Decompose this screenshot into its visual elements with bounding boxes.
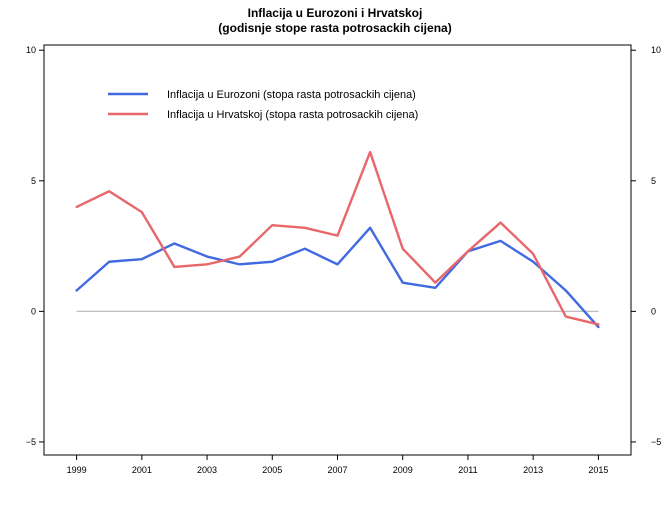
y-tick-label-left: −5 (26, 437, 36, 447)
y-tick-label-right: 5 (651, 176, 656, 186)
x-tick-label: 2013 (523, 465, 543, 475)
x-tick-label: 2007 (327, 465, 347, 475)
x-tick-label: 2011 (458, 465, 477, 475)
x-tick-label: 2015 (588, 465, 608, 475)
plot-frame (43, 44, 632, 456)
x-tick-label: 2001 (132, 465, 152, 475)
y-tick-label-right: 0 (651, 306, 656, 316)
x-tick-label: 1999 (67, 465, 87, 475)
y-tick-label-right: 10 (651, 45, 661, 55)
legend-label: Inflacija u Eurozoni (stopa rasta potros… (167, 89, 416, 101)
y-tick-label-left: 0 (31, 306, 36, 316)
chart-title: Inflacija u Eurozoni i Hrvatskoj (248, 6, 423, 20)
x-tick-label: 2005 (262, 465, 282, 475)
legend-label: Inflacija u Hrvatskoj (stopa rasta potro… (167, 109, 418, 121)
y-tick-label-left: 10 (26, 45, 36, 55)
chart-subtitle: (godisnje stope rasta potrosackih cijena… (218, 21, 451, 35)
x-tick-label: 2003 (197, 465, 217, 475)
x-tick-label: 2009 (393, 465, 413, 475)
y-tick-label-left: 5 (31, 176, 36, 186)
series-line-hrvatska (75, 150, 600, 326)
y-tick-label-right: −5 (651, 437, 661, 447)
